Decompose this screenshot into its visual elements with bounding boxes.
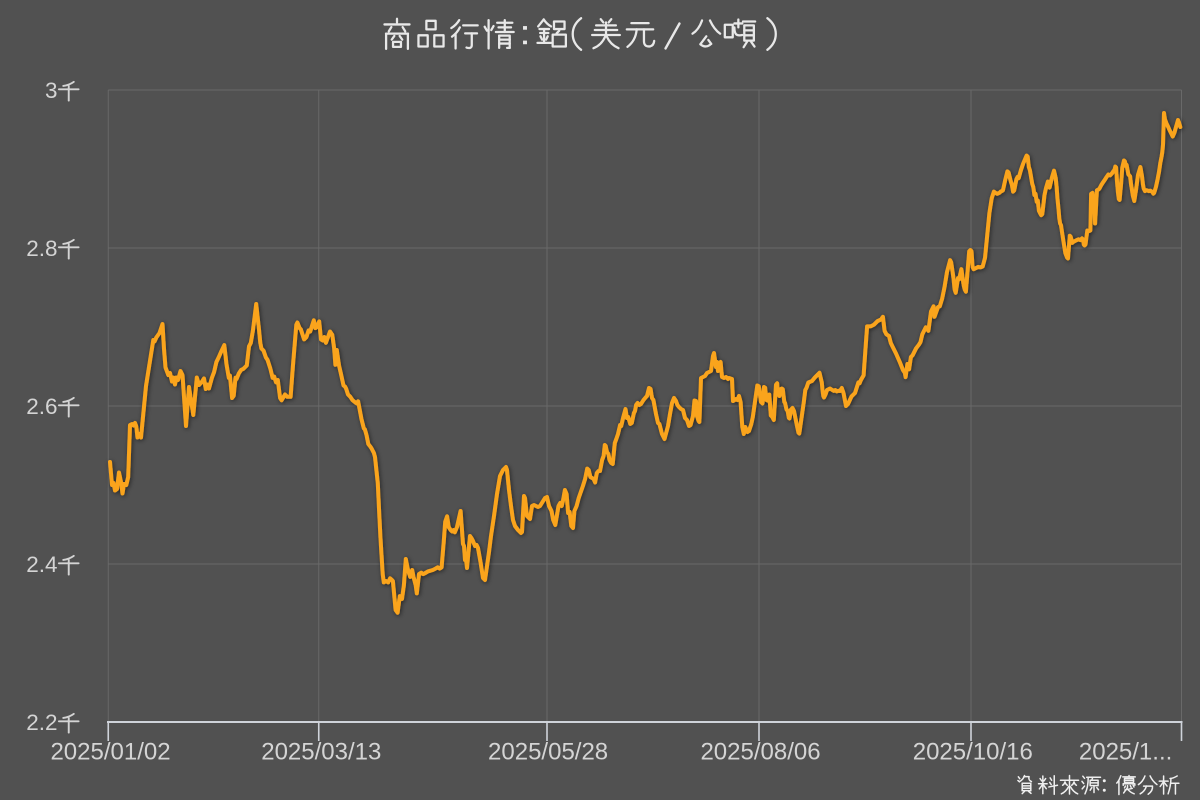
svg-text:2025/05/28: 2025/05/28 [488,739,608,766]
svg-text:2025/01/02: 2025/01/02 [50,739,170,766]
svg-text:2025/03/13: 2025/03/13 [261,739,381,766]
svg-text:2.6: 2.6 [26,394,57,419]
svg-text:3: 3 [45,78,58,103]
svg-text:2.4: 2.4 [26,552,57,577]
svg-text:2025/1...: 2025/1... [1079,739,1172,766]
svg-text:2025/08/06: 2025/08/06 [700,739,820,766]
svg-text:2.8: 2.8 [26,236,57,261]
svg-text:2.2: 2.2 [26,710,57,735]
svg-text:2025/10/16: 2025/10/16 [913,739,1033,766]
